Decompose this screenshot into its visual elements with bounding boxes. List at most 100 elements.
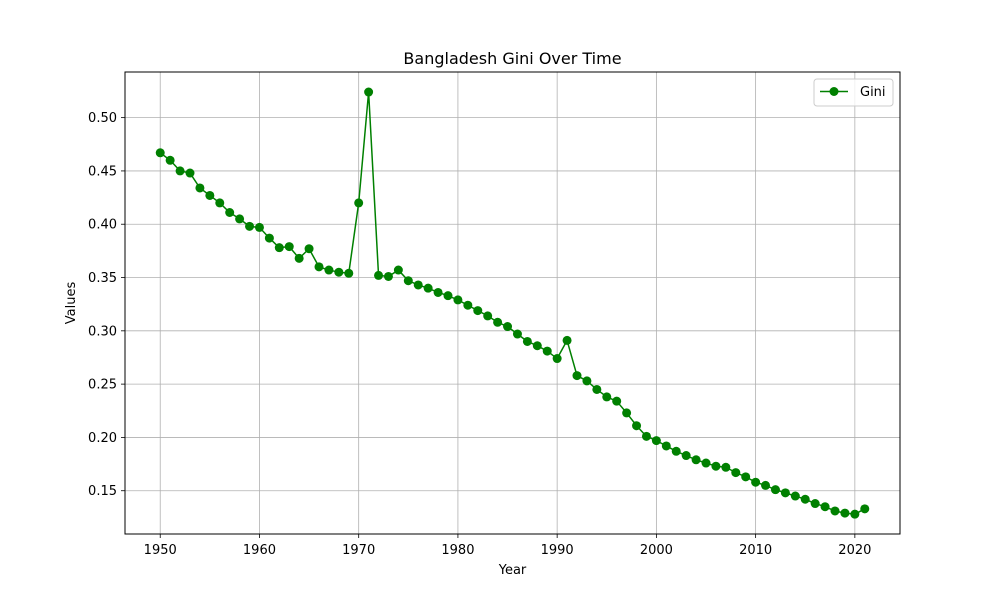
- data-point: [840, 508, 850, 518]
- y-tick-label: 0.30: [88, 324, 117, 339]
- data-point: [344, 268, 354, 278]
- data-point: [423, 283, 433, 293]
- data-point: [463, 300, 473, 310]
- data-point: [294, 253, 304, 263]
- data-point: [622, 408, 632, 418]
- data-point: [542, 346, 552, 356]
- x-tick-label: 1970: [342, 543, 375, 558]
- x-tick-label: 1980: [441, 543, 474, 558]
- data-point: [334, 267, 344, 277]
- data-point: [641, 431, 651, 441]
- y-tick-label: 0.20: [88, 431, 117, 446]
- data-point: [205, 190, 215, 200]
- data-point: [721, 462, 731, 472]
- data-point: [254, 222, 264, 232]
- data-point: [751, 477, 761, 487]
- data-point: [731, 468, 741, 478]
- data-point: [632, 421, 642, 431]
- plot-frame: [124, 71, 901, 535]
- data-point: [165, 155, 175, 165]
- data-point: [711, 461, 721, 471]
- x-tick-label: 2020: [838, 543, 871, 558]
- data-point: [324, 265, 334, 275]
- data-point: [552, 354, 562, 364]
- data-point: [274, 243, 284, 253]
- data-point: [195, 183, 205, 193]
- data-point: [483, 311, 493, 321]
- data-point: [761, 480, 771, 490]
- data-point: [820, 502, 830, 512]
- y-tick-label: 0.40: [88, 218, 117, 233]
- data-point: [522, 336, 532, 346]
- data-point: [225, 208, 235, 217]
- data-point: [790, 491, 800, 501]
- data-point: [651, 436, 661, 446]
- grid: [125, 72, 900, 534]
- data-point: [612, 396, 622, 406]
- data-point: [215, 198, 225, 208]
- data-point: [671, 446, 681, 456]
- legend-label: Gini: [860, 85, 886, 100]
- data-point: [592, 384, 602, 394]
- chart-title: Bangladesh Gini Over Time: [403, 49, 621, 68]
- x-tick-label: 1960: [243, 543, 276, 558]
- data-point: [860, 504, 870, 514]
- data-point: [235, 214, 245, 224]
- data-point: [155, 148, 165, 158]
- axes: 1950 1960 1970 1980 1990 2000 2010 2020 0.15 0.20…: [88, 111, 871, 558]
- data-point: [354, 198, 364, 208]
- data-point: [493, 317, 503, 327]
- data-point: [473, 306, 483, 316]
- x-axis-label: Year: [498, 563, 527, 578]
- data-point: [532, 341, 542, 351]
- data-point: [850, 509, 860, 519]
- data-point: [770, 485, 780, 495]
- data-point: [780, 488, 790, 498]
- data-point: [284, 242, 294, 252]
- data-point: [681, 451, 691, 461]
- data-point: [810, 499, 820, 509]
- y-tick-label: 0.25: [88, 378, 117, 393]
- data-point: [413, 280, 423, 290]
- data-point: [245, 221, 255, 231]
- data-point: [701, 458, 711, 468]
- y-tick-label: 0.45: [88, 164, 117, 179]
- data-point: [503, 322, 513, 332]
- data-point: [512, 329, 522, 339]
- legend-marker: [829, 87, 839, 96]
- data-point: [175, 166, 185, 176]
- data-point: [314, 262, 324, 272]
- legend-box: [813, 78, 894, 107]
- data-point: [562, 335, 572, 345]
- x-tick-label: 2010: [739, 543, 772, 558]
- data-point: [661, 441, 671, 451]
- data-point: [264, 233, 274, 243]
- y-tick-label: 0.50: [88, 111, 117, 126]
- data-point: [572, 371, 582, 381]
- data-point: [364, 87, 374, 97]
- series-layer: [155, 87, 870, 519]
- data-point: [602, 392, 612, 402]
- x-tick-label: 1950: [144, 543, 177, 558]
- data-point: [403, 276, 413, 286]
- data-point: [830, 506, 840, 516]
- data-point: [453, 295, 463, 305]
- data-point: [582, 376, 592, 386]
- data-point: [741, 472, 751, 482]
- data-point: [800, 494, 810, 504]
- data-point: [383, 271, 393, 281]
- data-point: [691, 455, 701, 465]
- data-point: [393, 265, 403, 275]
- data-point: [185, 168, 195, 178]
- y-tick-label: 0.15: [88, 484, 117, 499]
- legend: Gini: [813, 78, 894, 107]
- y-axis-label: Values: [64, 282, 79, 325]
- data-point: [443, 291, 453, 301]
- data-point: [304, 244, 314, 254]
- y-tick-label: 0.35: [88, 271, 117, 286]
- data-point: [433, 287, 443, 297]
- x-tick-label: 2000: [640, 543, 673, 558]
- x-tick-label: 1990: [541, 543, 574, 558]
- data-point: [374, 270, 384, 280]
